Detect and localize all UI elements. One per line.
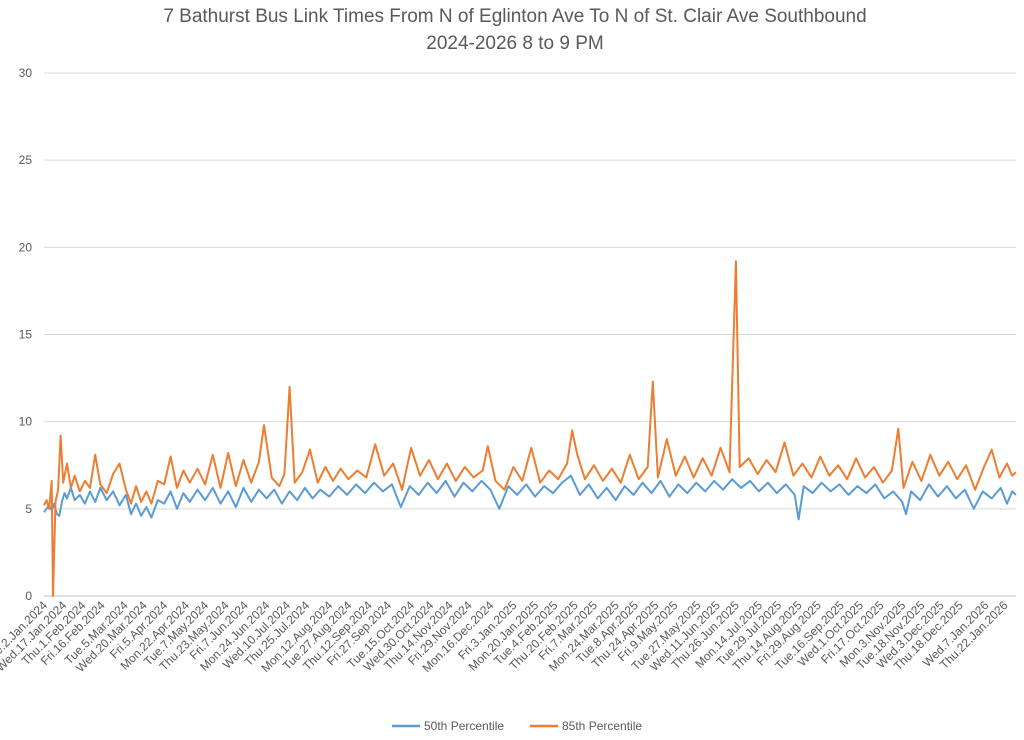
legend: 50th Percentile 85th Percentile <box>392 719 642 733</box>
x-axis-ticks: Tue.2.Jan.2024Wed.17.Jan.2024Thu.1.Feb.2… <box>0 598 1011 675</box>
gridlines <box>44 72 1016 597</box>
series-lines <box>43 260 1017 597</box>
y-tick-label: 10 <box>19 415 33 429</box>
series-line-85th <box>43 260 1017 597</box>
y-tick-label: 20 <box>19 240 33 254</box>
legend-label-50th: 50th Percentile <box>424 719 504 733</box>
y-axis-ticks: 0 5 10 15 20 25 30 <box>19 66 33 603</box>
y-tick-label: 5 <box>25 502 32 516</box>
legend-label-85th: 85th Percentile <box>562 719 642 733</box>
chart-title: 7 Bathurst Bus Link Times From N of Egli… <box>163 6 866 27</box>
chart-subtitle: 2024-2026 8 to 9 PM <box>426 33 603 54</box>
y-tick-label: 25 <box>19 153 33 167</box>
y-tick-label: 0 <box>25 589 32 603</box>
y-tick-label: 30 <box>19 66 33 80</box>
y-tick-label: 15 <box>19 328 33 342</box>
series-line-50th <box>43 474 1017 521</box>
